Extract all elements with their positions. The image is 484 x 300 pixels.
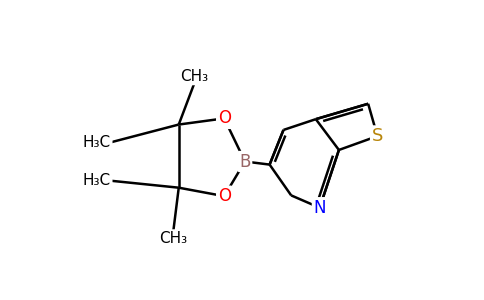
Text: CH₃: CH₃ [159, 231, 187, 246]
Text: H₃C: H₃C [83, 173, 111, 188]
Text: O: O [218, 187, 231, 205]
Text: N: N [314, 199, 326, 217]
Text: S: S [372, 127, 383, 145]
Text: CH₃: CH₃ [180, 69, 208, 84]
Text: O: O [218, 110, 231, 128]
Text: H₃C: H₃C [83, 135, 111, 150]
Text: B: B [239, 152, 251, 170]
